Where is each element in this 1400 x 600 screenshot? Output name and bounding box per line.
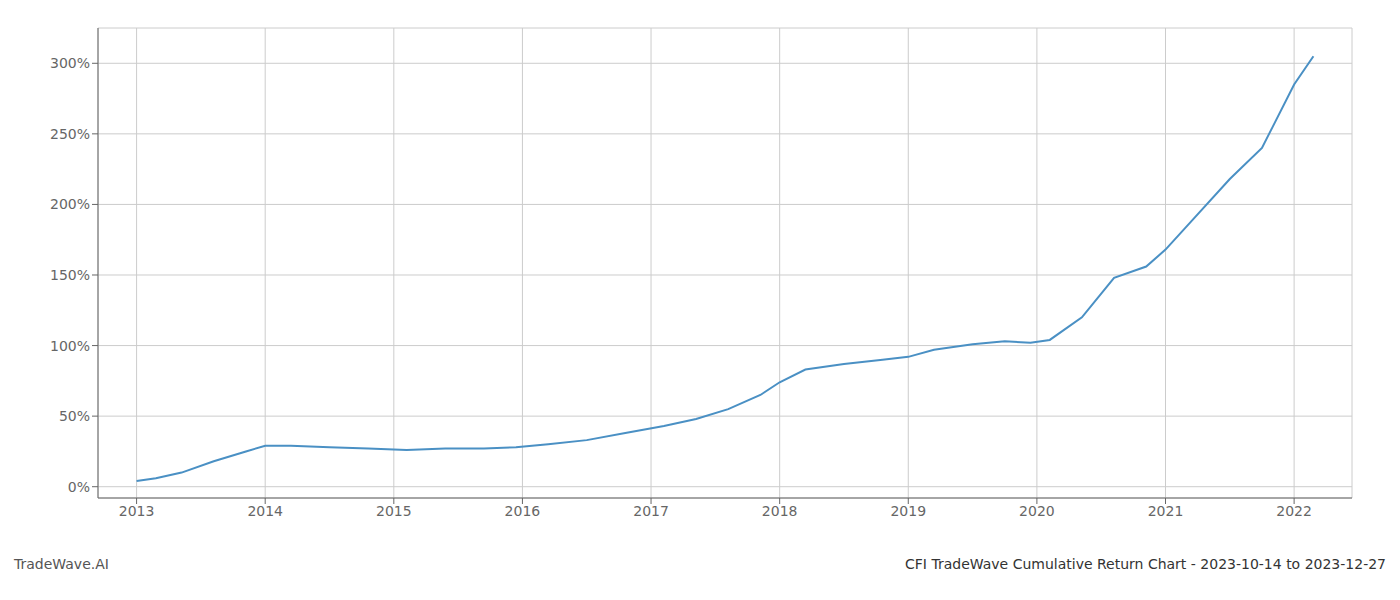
svg-text:2013: 2013 xyxy=(119,503,155,519)
svg-text:2021: 2021 xyxy=(1148,503,1184,519)
svg-text:100%: 100% xyxy=(50,338,90,354)
svg-text:2018: 2018 xyxy=(762,503,798,519)
svg-text:50%: 50% xyxy=(59,408,90,424)
svg-text:2017: 2017 xyxy=(633,503,669,519)
svg-text:2015: 2015 xyxy=(376,503,412,519)
svg-text:300%: 300% xyxy=(50,55,90,71)
svg-text:250%: 250% xyxy=(50,126,90,142)
html-text:CFI TradeWave Cumulative Retur: CFI TradeWave Cumulative Return Chart - … xyxy=(905,556,1386,572)
svg-text:2014: 2014 xyxy=(247,503,283,519)
svg-text:2016: 2016 xyxy=(505,503,541,519)
svg-text:2019: 2019 xyxy=(890,503,926,519)
svg-text:150%: 150% xyxy=(50,267,90,283)
svg-text:2020: 2020 xyxy=(1019,503,1055,519)
svg-text:200%: 200% xyxy=(50,196,90,212)
html-text:TradeWave.AI: TradeWave.AI xyxy=(14,556,109,572)
svg-text:0%: 0% xyxy=(68,479,90,495)
svg-text:2022: 2022 xyxy=(1276,503,1312,519)
